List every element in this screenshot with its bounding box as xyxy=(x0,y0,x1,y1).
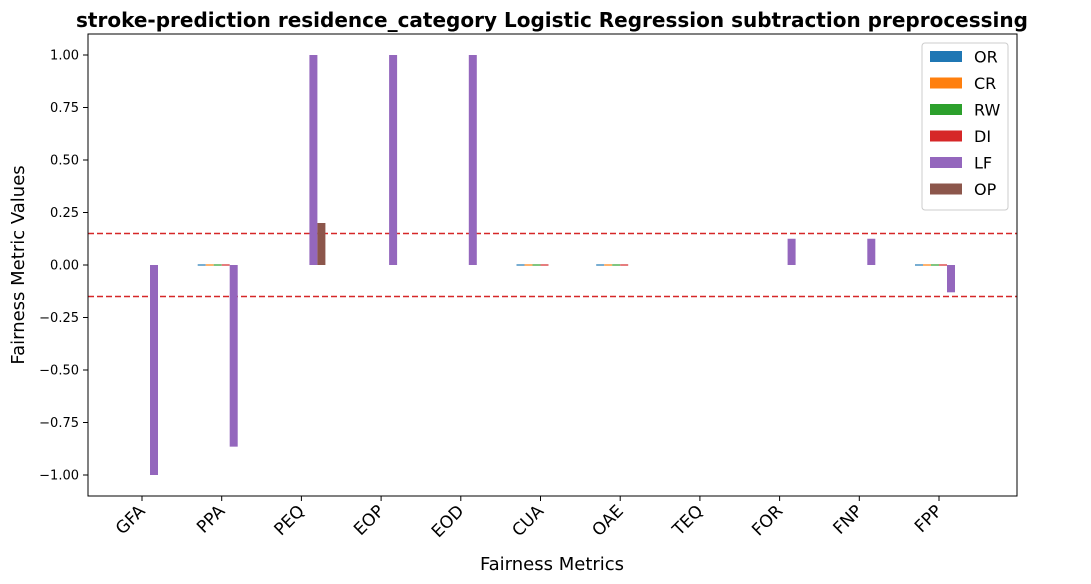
x-tick-label-eop: EOP xyxy=(350,501,388,539)
bar-or-fpp xyxy=(915,264,923,266)
legend-swatch-lf xyxy=(930,157,962,168)
y-tick-label: 0.75 xyxy=(50,101,79,116)
bar-or-oae xyxy=(596,264,605,266)
bar-cr-cua xyxy=(524,264,533,266)
bar-lf-peq xyxy=(309,55,318,265)
bar-rw-ppa xyxy=(213,264,222,266)
chart-title: stroke-prediction residence_category Log… xyxy=(76,8,1028,32)
y-tick-label: 0.50 xyxy=(50,154,79,169)
bar-di-fpp xyxy=(939,264,947,266)
bar-or-cua xyxy=(516,264,525,266)
legend-swatch-op xyxy=(930,183,962,195)
bar-di-ppa xyxy=(221,264,230,266)
x-tick-label-oae: OAE xyxy=(589,501,628,540)
y-tick-label: −0.50 xyxy=(39,364,79,379)
legend-label-or: OR xyxy=(974,48,998,67)
reference-lines xyxy=(88,232,1017,298)
bar-lf-fnp xyxy=(867,238,876,265)
bar-lf-ppa xyxy=(229,265,238,447)
bar-rw-fpp xyxy=(931,264,939,266)
bar-lf-eop xyxy=(389,55,398,265)
bar-lf-gfa xyxy=(150,265,158,475)
bar-di-cua xyxy=(540,264,549,266)
legend-label-op: OP xyxy=(974,180,997,199)
x-tick-label-peq: PEQ xyxy=(270,501,308,539)
y-tick-label: −0.75 xyxy=(39,416,79,431)
legend-label-lf: LF xyxy=(974,154,992,173)
y-tick-label: 1.00 xyxy=(50,49,79,64)
x-tick-label-gfa: GFA xyxy=(112,501,150,539)
y-axis-label: Fairness Metric Values xyxy=(8,165,29,364)
x-tick-label-fpp: FPP xyxy=(911,501,947,537)
bar-cr-ppa xyxy=(205,264,214,266)
bar-op-peq xyxy=(317,223,326,265)
legend-label-rw: RW xyxy=(974,101,1000,120)
x-axis-label: Fairness Metrics xyxy=(480,554,624,575)
legend-swatch-di xyxy=(930,130,962,142)
bar-di-oae xyxy=(620,264,629,266)
legend-swatch-cr xyxy=(930,77,962,89)
legend-swatch-or xyxy=(930,51,962,62)
y-tick-label: 0.00 xyxy=(50,259,79,274)
x-tick-label-cua: CUA xyxy=(508,501,548,541)
legend-swatch-rw xyxy=(930,104,962,115)
x-tick-label-eod: EOD xyxy=(428,501,468,541)
bar-lf-eod xyxy=(468,55,477,265)
y-axis: −1.00 −0.75 −0.50 −0.25 0.00 0.25 0.50 0.75 1.00 xyxy=(39,49,88,484)
bar-cr-oae xyxy=(604,264,613,266)
x-tick-label-fnp: FNP xyxy=(830,501,867,538)
bar-lf-fpp xyxy=(947,265,955,293)
x-axis: GFA PPA PEQ EOP EOD CUA OAE TEQ FOR FNP FPP xyxy=(112,496,947,542)
x-tick-label-ppa: PPA xyxy=(193,501,229,537)
bar-or-ppa xyxy=(197,264,206,266)
y-tick-label: −1.00 xyxy=(39,469,79,484)
legend-label-di: DI xyxy=(974,127,991,146)
bar-lf-for xyxy=(787,238,796,265)
bar-cr-fpp xyxy=(923,264,931,266)
legend: OR CR RW DI LF OP xyxy=(921,42,1009,211)
bars xyxy=(150,55,955,475)
y-tick-label: 0.25 xyxy=(50,206,79,221)
bar-rw-cua xyxy=(532,264,541,266)
x-tick-label-teq: TEQ xyxy=(668,501,707,540)
y-tick-label: −0.25 xyxy=(39,311,79,326)
legend-label-cr: CR xyxy=(974,74,996,93)
x-tick-label-for: FOR xyxy=(748,501,787,540)
bar-rw-oae xyxy=(612,264,621,266)
